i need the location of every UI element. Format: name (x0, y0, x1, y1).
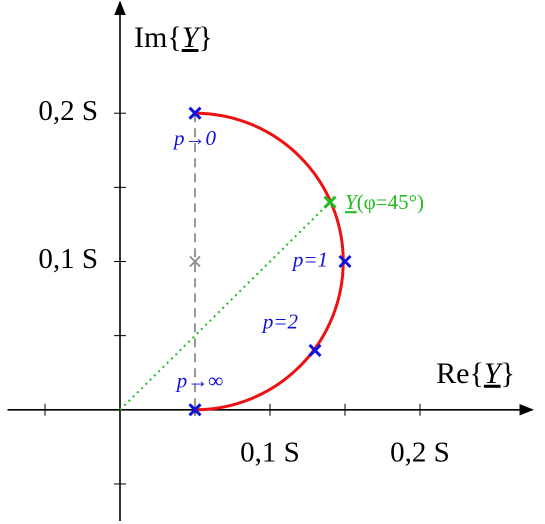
highlight-label: Y(φ=45°) (345, 190, 424, 214)
cross-marker (308, 343, 322, 358)
x-tick-label: 0,1 S (240, 436, 300, 468)
highlight-label-part: (φ=45°) (357, 190, 424, 214)
dotted-guide (119, 201, 331, 411)
cross-marker (189, 255, 201, 268)
x-axis-label: Re{Y} (436, 357, 515, 390)
x-axis-label-part: Y (484, 357, 504, 390)
x-tick-label: 0,2 S (390, 436, 450, 468)
x-axis-label-part: Re{ (436, 357, 484, 390)
highlight-label-part: Y (345, 190, 359, 214)
cross-marker (188, 403, 202, 417)
point-label: p=2 (261, 309, 299, 333)
point-label: p→∞ (175, 369, 224, 393)
point-label: p→0 (172, 126, 217, 150)
y-axis-label-part: } (198, 21, 212, 54)
y-tick-label: 0,1 S (38, 243, 98, 275)
y-axis-label: Im{Y} (134, 21, 213, 54)
x-axis-label-part: } (501, 357, 515, 390)
cross-marker (338, 254, 352, 269)
y-tick-label: 0,2 S (38, 95, 98, 127)
y-axis-label-part: Im{ (134, 21, 182, 54)
point-label: p=1 (291, 247, 328, 271)
cross-marker (323, 195, 337, 209)
cross-marker (188, 106, 202, 120)
y-axis-label-part: Y (182, 21, 202, 54)
